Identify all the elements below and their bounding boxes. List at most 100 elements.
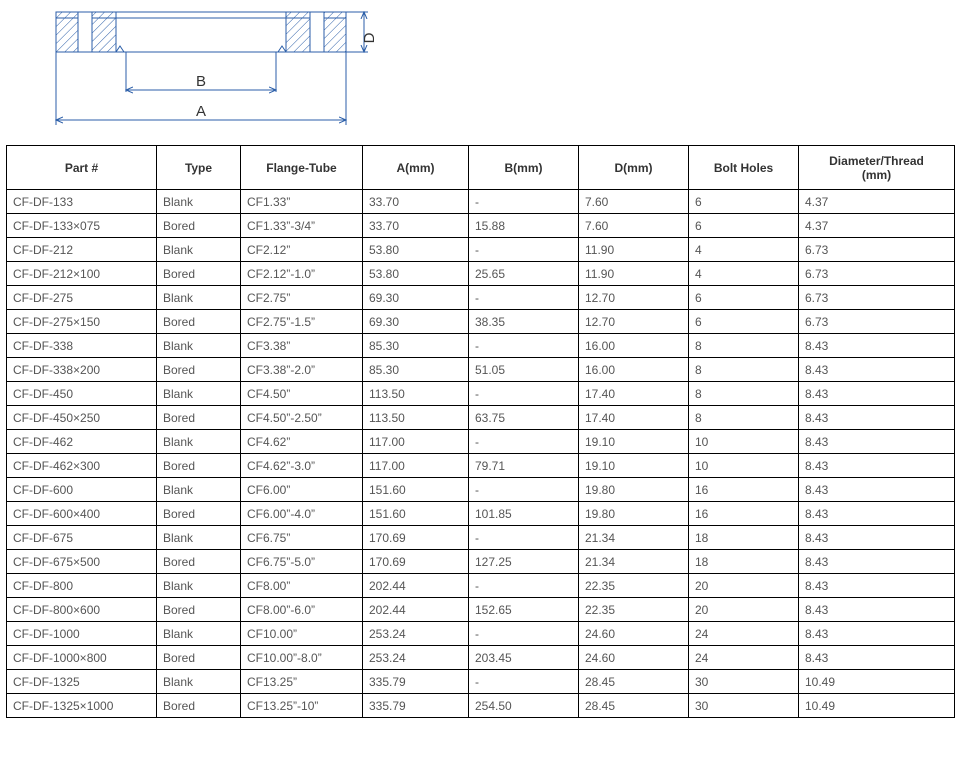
cell-type: Bored	[157, 646, 241, 670]
table-row: CF-DF-133BlankCF1.33”33.70-7.6064.37	[7, 190, 955, 214]
cell-flange: CF6.75”	[241, 526, 363, 550]
cell-flange: CF6.00”	[241, 478, 363, 502]
dim-label-a: A	[196, 103, 206, 120]
cell-flange: CF10.00”-8.0”	[241, 646, 363, 670]
cell-flange: CF8.00”-6.0”	[241, 598, 363, 622]
cell-b: 63.75	[469, 406, 579, 430]
cell-a: 151.60	[363, 502, 469, 526]
cell-a: 33.70	[363, 214, 469, 238]
cell-bolt: 4	[689, 262, 799, 286]
cell-dia: 8.43	[799, 526, 955, 550]
cell-type: Bored	[157, 406, 241, 430]
cell-a: 69.30	[363, 286, 469, 310]
cell-bolt: 6	[689, 310, 799, 334]
cell-b: -	[469, 526, 579, 550]
cell-dia: 8.43	[799, 454, 955, 478]
table-row: CF-DF-675×500BoredCF6.75”-5.0”170.69127.…	[7, 550, 955, 574]
cell-flange: CF2.12”-1.0”	[241, 262, 363, 286]
technical-diagram: B A D	[0, 0, 962, 145]
col-b: B(mm)	[469, 146, 579, 190]
cell-b: -	[469, 574, 579, 598]
cell-part: CF-DF-133×075	[7, 214, 157, 238]
table-row: CF-DF-600×400BoredCF6.00”-4.0”151.60101.…	[7, 502, 955, 526]
cell-dia: 10.49	[799, 670, 955, 694]
cell-d: 21.34	[579, 526, 689, 550]
cell-b: 38.35	[469, 310, 579, 334]
cell-bolt: 30	[689, 694, 799, 718]
cell-flange: CF4.62”	[241, 430, 363, 454]
cell-d: 19.10	[579, 454, 689, 478]
cell-dia: 6.73	[799, 238, 955, 262]
cell-a: 53.80	[363, 262, 469, 286]
cell-type: Blank	[157, 286, 241, 310]
cell-bolt: 10	[689, 430, 799, 454]
cell-part: CF-DF-800	[7, 574, 157, 598]
table-row: CF-DF-600BlankCF6.00”151.60-19.80168.43	[7, 478, 955, 502]
cell-bolt: 30	[689, 670, 799, 694]
cell-a: 117.00	[363, 430, 469, 454]
cell-dia: 6.73	[799, 286, 955, 310]
cell-bolt: 24	[689, 622, 799, 646]
cell-flange: CF2.75”-1.5”	[241, 310, 363, 334]
cell-dia: 8.43	[799, 358, 955, 382]
table-row: CF-DF-1325×1000BoredCF13.25”-10”335.7925…	[7, 694, 955, 718]
cell-type: Blank	[157, 238, 241, 262]
cell-dia: 4.37	[799, 214, 955, 238]
cell-dia: 8.43	[799, 502, 955, 526]
cell-dia: 4.37	[799, 190, 955, 214]
table-row: CF-DF-450BlankCF4.50”113.50-17.4088.43	[7, 382, 955, 406]
cell-bolt: 18	[689, 526, 799, 550]
cell-bolt: 20	[689, 598, 799, 622]
cell-part: CF-DF-1000×800	[7, 646, 157, 670]
cell-d: 24.60	[579, 646, 689, 670]
cell-dia: 8.43	[799, 550, 955, 574]
cell-type: Bored	[157, 214, 241, 238]
cell-b: 51.05	[469, 358, 579, 382]
cell-type: Blank	[157, 430, 241, 454]
cell-a: 335.79	[363, 670, 469, 694]
cell-part: CF-DF-1325	[7, 670, 157, 694]
cell-b: -	[469, 478, 579, 502]
cell-flange: CF2.75”	[241, 286, 363, 310]
cell-d: 28.45	[579, 694, 689, 718]
cell-type: Blank	[157, 574, 241, 598]
table-row: CF-DF-212×100BoredCF2.12”-1.0”53.8025.65…	[7, 262, 955, 286]
cell-flange: CF4.50”	[241, 382, 363, 406]
cell-flange: CF6.00”-4.0”	[241, 502, 363, 526]
cell-dia: 8.43	[799, 334, 955, 358]
cell-flange: CF4.50”-2.50”	[241, 406, 363, 430]
cell-bolt: 6	[689, 190, 799, 214]
col-dia: Diameter/Thread (mm)	[799, 146, 955, 190]
cell-bolt: 8	[689, 334, 799, 358]
cell-bolt: 24	[689, 646, 799, 670]
cell-a: 151.60	[363, 478, 469, 502]
cell-bolt: 8	[689, 358, 799, 382]
cell-b: 203.45	[469, 646, 579, 670]
cell-bolt: 20	[689, 574, 799, 598]
col-flange: Flange-Tube	[241, 146, 363, 190]
cell-flange: CF1.33”-3/4”	[241, 214, 363, 238]
col-d: D(mm)	[579, 146, 689, 190]
cell-d: 22.35	[579, 598, 689, 622]
cell-part: CF-DF-675×500	[7, 550, 157, 574]
table-row: CF-DF-450×250BoredCF4.50”-2.50”113.5063.…	[7, 406, 955, 430]
cell-type: Bored	[157, 262, 241, 286]
cell-d: 16.00	[579, 358, 689, 382]
cell-a: 113.50	[363, 406, 469, 430]
cell-bolt: 8	[689, 406, 799, 430]
cell-d: 19.80	[579, 478, 689, 502]
cell-b: -	[469, 430, 579, 454]
cell-type: Blank	[157, 190, 241, 214]
cell-a: 202.44	[363, 574, 469, 598]
cell-b: -	[469, 622, 579, 646]
col-bolt: Bolt Holes	[689, 146, 799, 190]
cell-dia: 6.73	[799, 262, 955, 286]
cell-a: 85.30	[363, 334, 469, 358]
cell-b: 101.85	[469, 502, 579, 526]
cell-type: Bored	[157, 598, 241, 622]
cell-a: 335.79	[363, 694, 469, 718]
cell-dia: 8.43	[799, 478, 955, 502]
cell-flange: CF4.62”-3.0”	[241, 454, 363, 478]
table-row: CF-DF-800×600BoredCF8.00”-6.0”202.44152.…	[7, 598, 955, 622]
cell-d: 12.70	[579, 286, 689, 310]
